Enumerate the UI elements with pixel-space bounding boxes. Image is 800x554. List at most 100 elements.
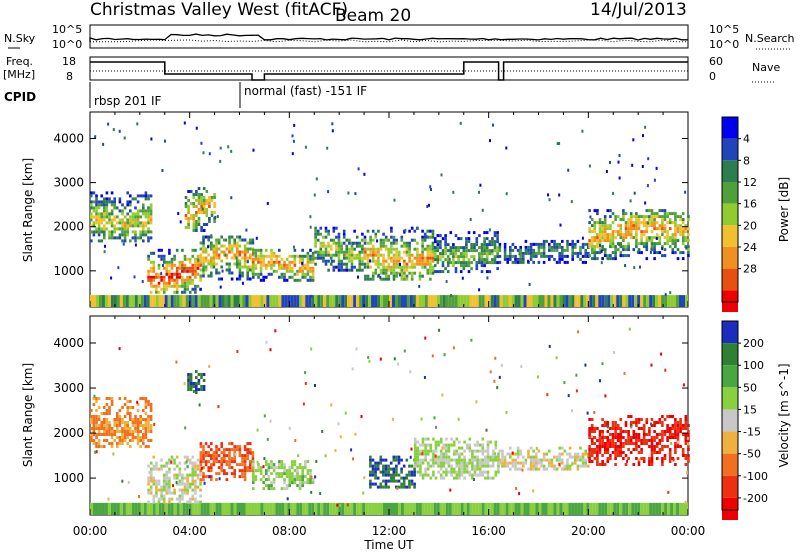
data-cell [238,244,242,248]
data-cell [241,454,244,458]
data-cell [681,230,685,234]
data-cell [481,452,485,456]
data-cell [147,194,150,198]
data-cell [186,287,189,291]
data-cell [565,295,569,307]
data-cell [480,270,484,274]
data-cell [302,402,305,406]
data-cell [619,439,623,442]
data-cell [110,397,114,400]
data-cell [95,203,98,207]
data-cell [648,427,651,430]
data-cell [212,244,216,248]
data-cell [291,472,294,476]
data-cell [616,451,620,454]
colorbar-tick-label: -50 [743,448,761,461]
data-cell [493,261,497,265]
data-cell [92,230,96,234]
data-cell [548,461,551,465]
data-cell [152,263,156,267]
data-cell [167,502,171,515]
data-cell [631,502,635,515]
data-cell [635,445,638,448]
data-cell [118,421,122,424]
data-cell [326,146,329,150]
data-cell [459,252,463,256]
data-cell [645,209,649,213]
data-cell [429,262,432,266]
data-cell [666,430,669,433]
data-cell [379,482,383,486]
data-cell [233,448,236,452]
data-cell [202,379,206,382]
data-cell [593,411,596,414]
data-cell [574,458,577,462]
data-cell [200,295,204,307]
data-cell [442,455,446,459]
data-cell [553,502,557,515]
data-cell [160,488,163,492]
data-cell [489,458,492,462]
data-cell [348,253,351,257]
data-cell [162,494,166,498]
radar-title: Christmas Valley West (fitACF) [90,0,348,20]
data-cell [131,212,135,216]
data-cell [496,502,500,515]
data-cell [220,445,223,449]
data-cell [408,229,411,233]
data-cell [186,257,189,261]
data-cell [522,257,525,261]
data-cell [542,239,546,243]
data-cell [681,227,685,231]
data-cell [267,466,271,470]
data-cell [210,463,213,467]
data-cell [450,437,453,441]
data-cell [116,502,120,515]
data-cell [149,418,153,421]
data-cell [622,430,625,433]
data-cell [202,199,206,202]
nsky-tick-top: 10^5 [52,23,82,36]
data-cell [426,473,430,477]
nave-tick-top: 60 [709,55,723,68]
data-cell [505,410,508,414]
data-cell [661,430,664,433]
data-cell [208,196,211,199]
data-cell [160,497,163,501]
colorbar-swatch [722,409,738,432]
data-cell [455,449,459,453]
data-cell [243,244,247,248]
data-cell [416,253,419,257]
data-cell [487,502,491,515]
colorbar-swatch [722,365,738,388]
data-cell [416,247,419,251]
data-cell [587,464,590,468]
data-cell [467,264,471,268]
data-cell [306,272,310,276]
data-cell [306,266,310,270]
data-cell [225,262,229,266]
data-cell [593,221,597,225]
data-cell [684,224,688,228]
data-cell [228,247,231,251]
colorbar-label: Power [dB] [777,177,791,242]
data-cell [306,257,310,261]
data-cell [314,502,318,515]
data-cell [628,327,631,331]
data-cell [197,223,201,226]
data-cell [532,248,535,252]
data-cell [616,427,620,430]
colorbar-swatch [722,453,738,476]
data-cell [529,242,533,246]
data-cell [251,454,255,458]
data-cell [622,457,625,460]
data-cell [458,476,461,480]
data-cell [191,272,195,276]
data-cell [472,502,476,515]
data-cell [319,256,323,260]
data-cell [121,479,124,483]
data-cell [103,230,106,234]
data-cell [332,229,336,233]
nsky-trace [89,33,688,42]
data-cell [413,458,417,462]
